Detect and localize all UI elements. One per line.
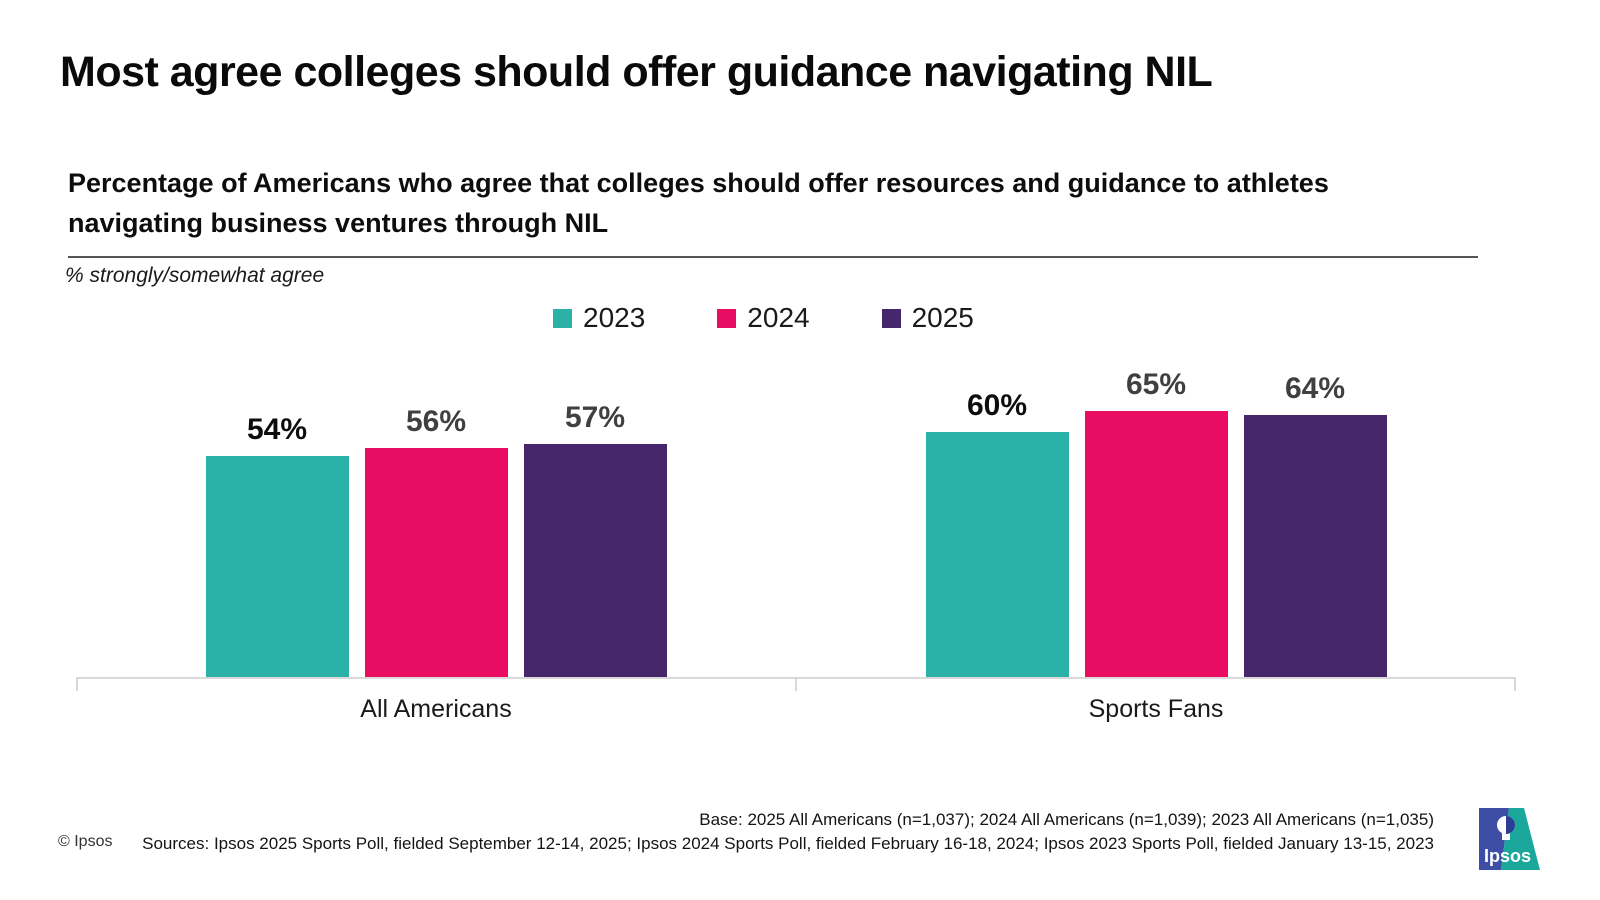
- bar-2024-sports-fans: 65%: [1084, 368, 1228, 677]
- legend-swatch-2023: [553, 308, 572, 328]
- plot-area: 54% 56% 57% All Americans 60% 65% 64% Sports Fa…: [76, 355, 1516, 723]
- bar-group-all-americans: 54% 56% 57% All Americans: [76, 355, 796, 723]
- bar-rect: [1243, 415, 1387, 677]
- subtitle-line-1: Percentage of Americans who agree that c…: [68, 168, 1329, 198]
- axis-tick-middle: [795, 677, 797, 691]
- bar-rect: [1084, 411, 1228, 677]
- bar-2023-sports-fans: 60%: [925, 389, 1069, 677]
- logo-wordmark: Ipsos: [1484, 846, 1531, 866]
- legend: 2023 2024 2025: [553, 302, 974, 334]
- sources-note: Sources: Ipsos 2025 Sports Poll, fielded…: [142, 834, 1434, 853]
- legend-label: 2025: [911, 302, 974, 333]
- legend-item-2023: 2023: [553, 302, 645, 334]
- subtitle-line-2: navigating business ventures through NIL: [68, 208, 609, 238]
- legend-label: 2024: [747, 302, 810, 333]
- base-note: Base: 2025 All Americans (n=1,037); 2024…: [699, 810, 1434, 829]
- bar-value-label: 57%: [564, 401, 626, 434]
- bar-rect: [523, 444, 667, 677]
- bar-rect: [205, 456, 349, 677]
- category-label: Sports Fans: [1088, 695, 1224, 723]
- bar-value-label: 60%: [966, 389, 1028, 422]
- ipsos-logo: Ipsos: [1479, 808, 1540, 870]
- bar-value-label: 65%: [1125, 368, 1187, 401]
- bar-value-label: 54%: [246, 413, 308, 446]
- category-label: All Americans: [360, 695, 512, 723]
- bar-group-sports-fans: 60% 65% 64% Sports Fans: [796, 355, 1516, 723]
- chart-subtitle: Percentage of Americans who agree that c…: [68, 163, 1478, 258]
- bar-rect: [925, 432, 1069, 677]
- bar-rect: [364, 448, 508, 677]
- axis-note: % strongly/somewhat agree: [65, 264, 325, 287]
- legend-item-2024: 2024: [717, 302, 810, 334]
- footer-notes: Base: 2025 All Americans (n=1,037); 2024…: [142, 808, 1434, 856]
- legend-swatch-2025: [881, 308, 901, 328]
- bar-2023-all-americans: 54%: [205, 413, 349, 677]
- page-title: Most agree colleges should offer guidanc…: [60, 48, 1213, 96]
- legend-swatch-2024: [717, 308, 737, 328]
- legend-label: 2023: [583, 302, 646, 333]
- copyright-text: © Ipsos: [58, 833, 113, 850]
- legend-item-2025: 2025: [881, 302, 974, 334]
- logo-face-neck: [1502, 830, 1510, 840]
- bar-2025-sports-fans: 64%: [1243, 372, 1387, 677]
- logo-face-shadow: [1506, 816, 1515, 834]
- bar-2025-all-americans: 57%: [523, 401, 667, 677]
- bar-value-label: 56%: [405, 405, 467, 438]
- axis-tick-right: [1514, 677, 1516, 691]
- axis-tick-left: [76, 677, 78, 691]
- bar-2024-all-americans: 56%: [364, 405, 508, 677]
- bar-value-label: 64%: [1284, 372, 1346, 405]
